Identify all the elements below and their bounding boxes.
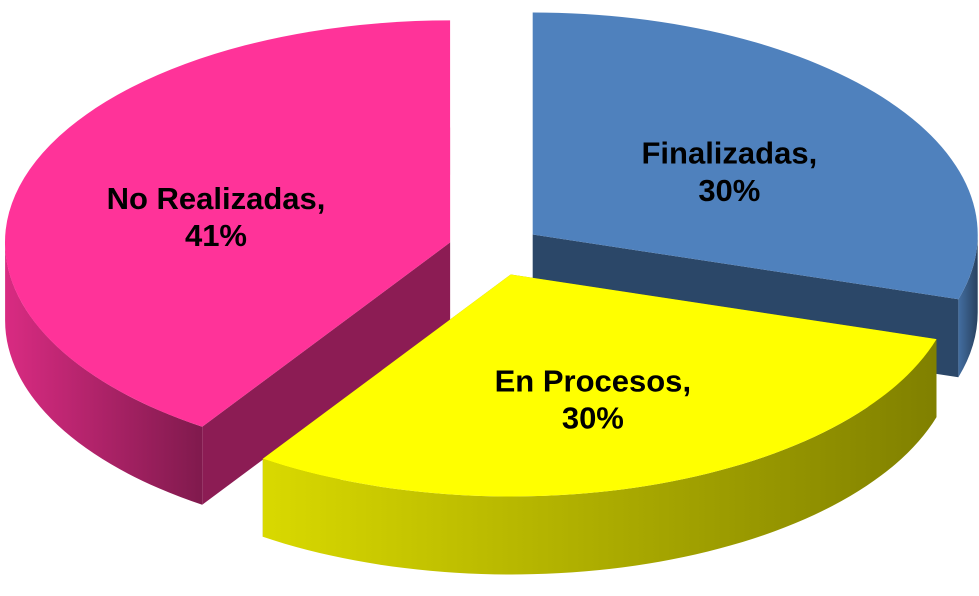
data-label: En Procesos, 30% [495,363,691,435]
label-category: No Realizadas [107,181,317,216]
slice-top [262,274,937,497]
label-category: En Procesos [495,363,683,398]
slice-top [532,12,978,300]
data-label: Finalizadas, 30% [641,136,817,208]
slice-radial-wall [202,242,451,505]
label-category: Finalizadas [641,136,808,171]
label-value: 30% [562,401,624,436]
label-separator: , [682,363,691,398]
slice-outer-wall [5,242,203,505]
slice-outer-wall [958,234,978,378]
data-label: No Realizadas, 41% [107,181,326,253]
label-separator: , [809,136,818,171]
slice-outer-wall [262,339,937,575]
label-value: 41% [185,218,247,253]
pie-slice [262,274,937,575]
pie-slice [4,20,451,505]
slice-top [4,20,451,427]
label-value: 30% [698,173,760,208]
label-separator: , [317,181,326,216]
